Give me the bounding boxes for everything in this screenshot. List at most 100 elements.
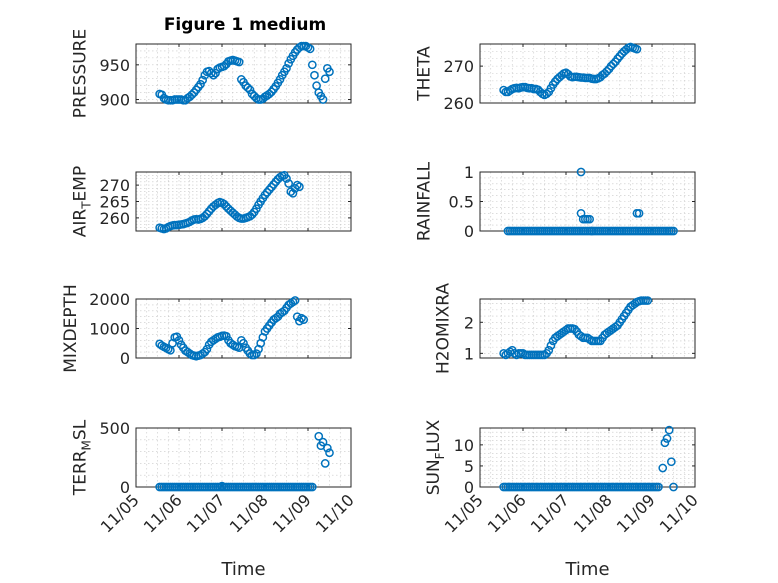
- data-point: [288, 188, 298, 198]
- data-point: [284, 179, 293, 188]
- data-point: [221, 331, 231, 341]
- x-tick-label: 11/07: [183, 490, 229, 536]
- data-point: [585, 214, 595, 224]
- data-point: [325, 67, 334, 77]
- y-tick-label: 0: [464, 222, 474, 241]
- data-point: [602, 66, 612, 76]
- data-point: [314, 431, 324, 441]
- data-point: [318, 95, 328, 104]
- data-point: [510, 348, 519, 358]
- series-markers: [155, 170, 304, 234]
- series-markers: [499, 425, 678, 492]
- y-axis-label: PRESSURE: [71, 29, 91, 118]
- axes-mixdepth: 0 1000 2000 MIXDEPTH: [61, 284, 352, 373]
- data-point: [187, 90, 197, 100]
- data-point: [600, 69, 610, 78]
- x-tick-label: 11/08: [226, 490, 272, 536]
- x-axis-label: Time: [564, 559, 609, 580]
- series-markers: [155, 431, 334, 492]
- data-point: [196, 79, 205, 89]
- x-tick-label: 11/06: [484, 490, 530, 536]
- x-tick-label: 11/05: [97, 490, 143, 536]
- data-point: [292, 180, 302, 190]
- data-point: [198, 75, 207, 85]
- data-point: [282, 174, 291, 183]
- y-tick-label: 500: [99, 419, 130, 438]
- data-point: [239, 338, 248, 348]
- data-point: [634, 208, 644, 218]
- data-point: [632, 44, 642, 54]
- series-markers: [155, 296, 309, 361]
- data-point: [219, 199, 229, 209]
- data-point: [550, 77, 560, 86]
- data-point: [606, 61, 616, 71]
- y-axis-label: SUNFLUX: [424, 419, 447, 495]
- y-tick-label: 0.5: [449, 193, 474, 212]
- data-point: [305, 44, 315, 54]
- y-tick-label: 5: [464, 457, 474, 476]
- y-tick-label: 10: [454, 436, 474, 455]
- x-tick-label: 11/09: [269, 490, 315, 536]
- y-tick-label: 2000: [89, 290, 130, 309]
- data-point: [540, 350, 549, 360]
- data-point: [325, 448, 334, 458]
- data-point: [211, 68, 220, 78]
- data-point: [608, 59, 618, 69]
- data-point: [658, 463, 668, 473]
- data-point: [299, 315, 309, 324]
- data-point: [320, 74, 330, 84]
- data-point: [307, 60, 317, 70]
- data-point: [219, 61, 229, 71]
- x-tick-label: 11/08: [570, 490, 616, 536]
- axes-h2omixra: 1 2 H2OMIXRA: [434, 283, 696, 374]
- axes-theta: 260 270 THETA: [415, 42, 696, 113]
- data-point: [615, 51, 625, 61]
- figure-title: Figure 1 medium: [164, 15, 326, 35]
- y-axis-label: AIRTEMP: [71, 166, 94, 237]
- x-tick-label: 11/05: [441, 490, 487, 536]
- data-point: [282, 63, 291, 73]
- data-point: [570, 324, 579, 334]
- data-point: [669, 226, 678, 236]
- y-axis-label: RAINFALL: [415, 161, 435, 241]
- data-point: [576, 167, 586, 177]
- x-tick-label: 11/09: [613, 490, 659, 536]
- data-point: [174, 335, 184, 345]
- data-point: [295, 182, 304, 192]
- axes-pressure: 900 950 PRESSURE: [71, 29, 352, 118]
- data-point: [284, 59, 293, 68]
- series-markers: [155, 41, 334, 105]
- axes-box: [135, 43, 352, 104]
- data-point: [318, 437, 328, 447]
- data-point: [245, 85, 255, 95]
- x-axis-label: Time: [220, 559, 265, 580]
- x-tick-label: 11/06: [140, 490, 186, 536]
- data-point: [217, 481, 227, 491]
- y-tick-label: 1: [464, 163, 474, 182]
- data-point: [662, 434, 672, 443]
- data-point: [587, 226, 597, 236]
- data-point: [660, 438, 670, 448]
- data-point: [546, 341, 556, 350]
- data-point: [264, 89, 274, 99]
- y-tick-label: 2: [464, 313, 474, 332]
- data-point: [209, 70, 218, 80]
- data-point: [643, 296, 653, 305]
- data-point: [542, 89, 552, 99]
- y-tick-label: 265: [99, 193, 130, 212]
- data-point: [307, 482, 317, 492]
- data-point: [234, 57, 244, 67]
- x-tick-label: 11/07: [527, 490, 573, 536]
- axes-rainfall: 0 0.5 1 RAINFALL: [415, 161, 696, 241]
- data-point: [290, 296, 300, 305]
- y-tick-label: 1: [464, 344, 474, 363]
- y-tick-label: 260: [99, 209, 130, 228]
- y-tick-label: 0: [464, 478, 474, 497]
- series-markers: [499, 296, 653, 360]
- data-point: [667, 457, 676, 467]
- y-tick-label: 260: [443, 94, 474, 113]
- y-tick-label: 0: [120, 478, 130, 497]
